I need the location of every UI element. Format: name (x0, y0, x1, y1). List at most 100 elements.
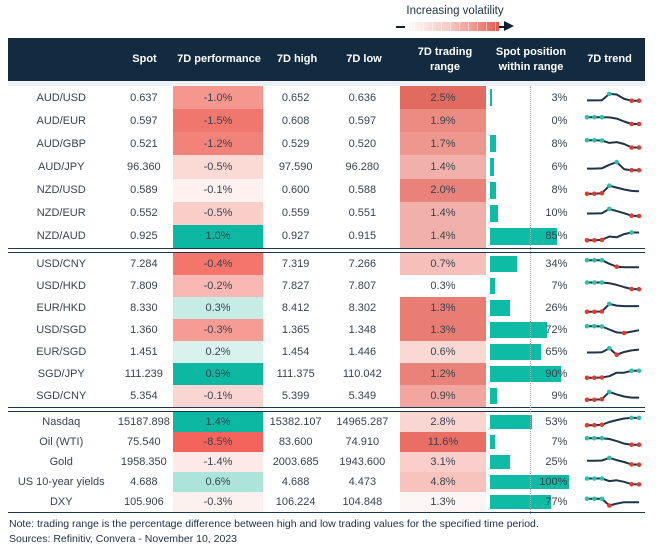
table-row: USD/HKD 7.809 -0.2% 7.827 7.807 0.3% 7% (8, 274, 645, 297)
table-row: AUD/USD 0.637 -1.0% 0.652 0.636 2.5% 3% (8, 86, 645, 110)
low-value: 14965.287 (336, 415, 389, 428)
position-cell: 7% (486, 432, 570, 452)
spot-value: 105.906 (123, 495, 164, 508)
position-label: 3% (551, 91, 568, 104)
group-separator (8, 247, 645, 253)
performance-cell: -0.5% (173, 201, 263, 225)
table-row: Nasdaq 15187.898 1.4% 15382.107 14965.287 2.8… (8, 411, 645, 432)
position-label: 53% (545, 415, 568, 428)
position-cell: 72% (486, 319, 570, 341)
trend-cell (569, 412, 645, 432)
trading-range-cell: 2.0% (400, 178, 486, 202)
trend-cell (569, 109, 645, 132)
position-cell: 100% (486, 472, 570, 492)
position-cell: 53% (486, 412, 570, 432)
high-value: 15382.107 (269, 415, 322, 428)
performance-cell: -0.4% (173, 252, 263, 275)
low-value: 4.473 (348, 475, 377, 488)
trading-range-cell: 0.9% (400, 384, 486, 407)
trading-range-cell: 1.3% (400, 296, 486, 319)
low-value: 110.042 (342, 367, 382, 380)
position-label: 77% (545, 495, 568, 508)
low-value: 0.636 (348, 91, 377, 104)
spot-value: 0.597 (130, 114, 158, 127)
asset-label: USD/HKD (36, 279, 86, 292)
column-header-7d-trend: 7D trend (587, 53, 632, 66)
spot-value: 7.809 (130, 279, 158, 292)
trend-cell (569, 132, 645, 155)
group-separator (8, 406, 645, 412)
position-cell: 85% (486, 225, 570, 248)
position-cell: 8% (486, 179, 570, 202)
trend-cell (569, 452, 645, 472)
high-value: 5.399 (281, 389, 310, 402)
spot-value: 7.284 (130, 257, 158, 270)
position-bar (489, 277, 496, 294)
low-value: 0.588 (348, 184, 377, 197)
asset-label: Oil (WTI) (39, 435, 84, 448)
asset-group-2: USD/CNY 7.284 -0.4% 7.319 7.266 0.7% 34% USD/HK… (8, 252, 645, 407)
low-value: 7.807 (348, 279, 377, 292)
position-label: 6% (551, 160, 568, 173)
table-row: US 10-year yields 4.688 0.6% 4.688 4.473 4.8%… (8, 471, 645, 492)
performance-cell: -0.1% (173, 178, 263, 202)
high-value: 1.365 (281, 323, 310, 336)
position-bar (489, 494, 551, 509)
position-label: 7% (551, 435, 568, 448)
position-cell: 3% (486, 86, 570, 109)
trading-range-cell: 0.3% (400, 274, 486, 297)
asset-label: AUD/EUR (36, 114, 86, 127)
asset-label: Nasdaq (42, 415, 81, 428)
trading-range-cell: 0.6% (400, 340, 486, 363)
position-label: 8% (551, 137, 568, 150)
table-row: AUD/EUR 0.597 -1.5% 0.608 0.597 1.9% 0% (8, 109, 645, 133)
spot-value: 5.354 (130, 389, 158, 402)
asset-label: AUD/JPY (38, 160, 85, 173)
performance-cell: 1.0% (173, 224, 263, 248)
performance-cell: 0.6% (173, 471, 263, 492)
high-value: 7.827 (281, 279, 310, 292)
trend-sparkline (587, 159, 642, 173)
trading-range-cell: 2.5% (400, 86, 486, 110)
low-value: 0.915 (348, 230, 377, 243)
performance-cell: -1.4% (173, 451, 263, 472)
position-cell: 8% (486, 132, 570, 155)
position-label: 0% (551, 114, 568, 127)
volatility-gradient (405, 22, 499, 31)
asset-label: NZD/AUD (36, 230, 86, 243)
position-label: 26% (545, 301, 568, 314)
performance-cell: 0.2% (173, 340, 263, 363)
spot-value: 1958.350 (120, 455, 167, 468)
position-bar (489, 387, 497, 404)
asset-label: NZD/USD (36, 184, 86, 197)
asset-label: EUR/SGD (36, 345, 87, 358)
low-value: 1.348 (348, 323, 377, 336)
high-value: 83.600 (278, 435, 313, 448)
spot-value: 1.451 (130, 345, 158, 358)
position-label: 72% (545, 323, 568, 336)
volatility-legend: Increasing volatility (396, 5, 514, 33)
performance-cell: -0.5% (173, 155, 263, 179)
position-label: 10% (545, 207, 568, 220)
position-bar (489, 204, 498, 222)
low-value: 74.910 (345, 435, 380, 448)
trend-sparkline (587, 345, 640, 357)
trend-sparkline (584, 323, 640, 336)
trading-range-cell: 3.1% (400, 451, 486, 472)
performance-cell: -1.2% (173, 132, 263, 156)
position-label: 7% (551, 279, 568, 292)
low-value: 8.302 (348, 301, 377, 314)
low-value: 1.446 (348, 345, 377, 358)
low-value: 96.280 (345, 160, 380, 173)
spot-value: 1.360 (130, 323, 158, 336)
trend-cell (569, 432, 645, 452)
position-bar (489, 255, 517, 272)
trading-range-cell: 2.8% (400, 411, 486, 432)
trend-cell (569, 341, 645, 363)
performance-cell: -0.1% (173, 384, 263, 407)
high-value: 0.529 (281, 137, 310, 150)
trend-sparkline (584, 368, 642, 381)
position-bar (489, 227, 557, 245)
table-row: NZD/EUR 0.552 -0.5% 0.559 0.551 1.4% 10% (8, 201, 645, 225)
table-bottom-rule (8, 511, 645, 513)
